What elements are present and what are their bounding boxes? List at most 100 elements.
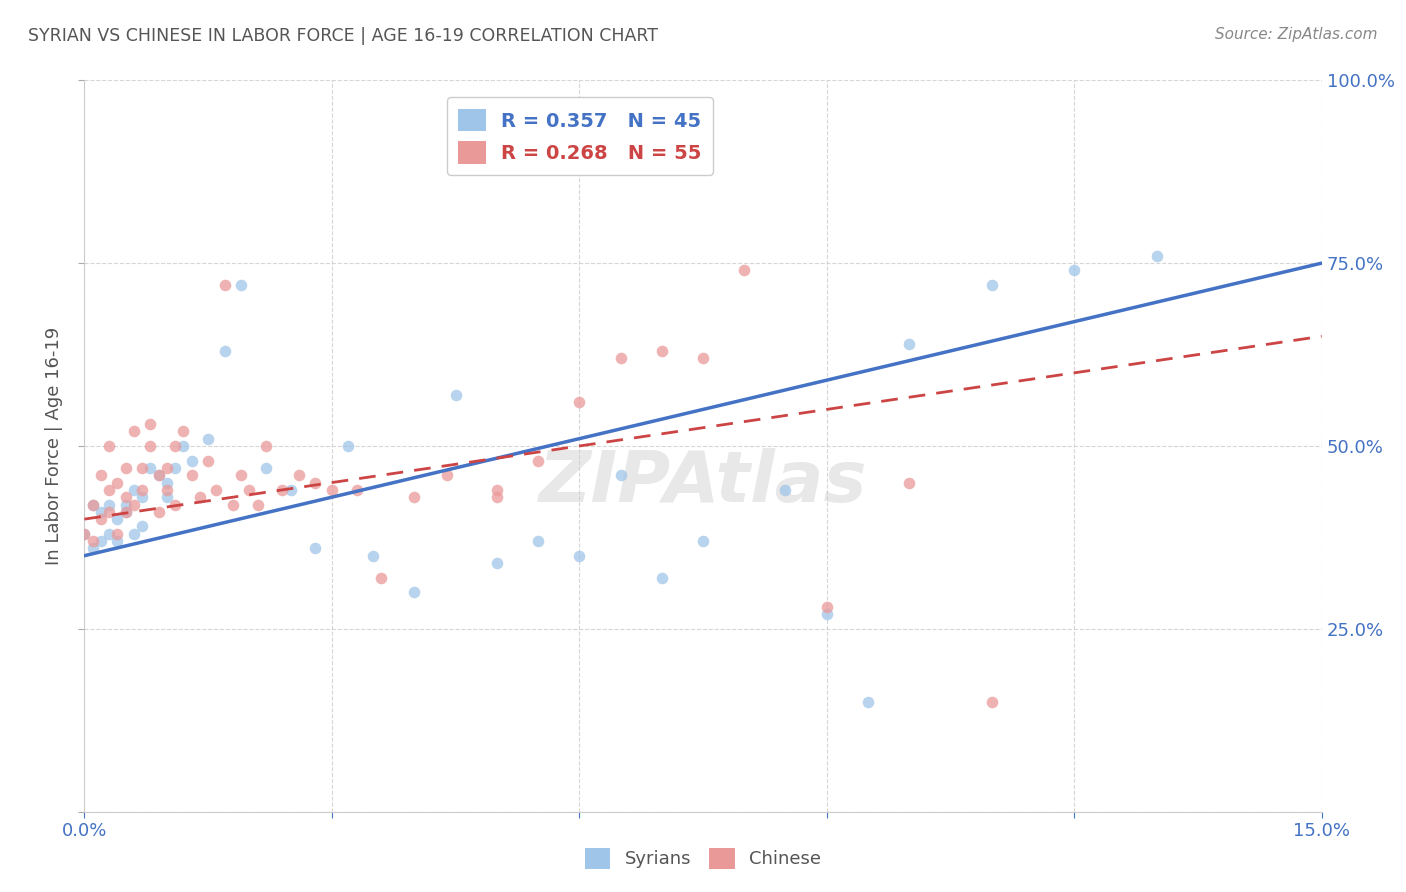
- Point: [114, 505, 136, 519]
- Point: [139, 417, 162, 431]
- Point: [98, 505, 121, 519]
- Point: [609, 468, 631, 483]
- Point: [98, 498, 121, 512]
- Point: [485, 556, 508, 570]
- Text: ZIPAtlas: ZIPAtlas: [538, 448, 868, 517]
- Point: [214, 278, 236, 293]
- Point: [90, 505, 112, 519]
- Point: [404, 490, 426, 504]
- Text: SYRIAN VS CHINESE IN LABOR FORCE | AGE 16-19 CORRELATION CHART: SYRIAN VS CHINESE IN LABOR FORCE | AGE 1…: [28, 27, 658, 45]
- Point: [651, 343, 673, 358]
- Point: [90, 534, 112, 549]
- Point: [254, 439, 277, 453]
- Point: [361, 549, 384, 563]
- Point: [898, 475, 921, 490]
- Point: [238, 483, 260, 497]
- Point: [122, 483, 145, 497]
- Point: [304, 541, 326, 556]
- Point: [485, 483, 508, 497]
- Point: [165, 498, 187, 512]
- Point: [444, 388, 467, 402]
- Point: [148, 468, 170, 483]
- Point: [180, 453, 202, 467]
- Point: [105, 534, 128, 549]
- Point: [775, 483, 797, 497]
- Point: [122, 498, 145, 512]
- Point: [105, 475, 128, 490]
- Point: [197, 453, 219, 467]
- Point: [82, 541, 104, 556]
- Text: Source: ZipAtlas.com: Source: ZipAtlas.com: [1215, 27, 1378, 42]
- Point: [1146, 249, 1168, 263]
- Point: [82, 498, 104, 512]
- Point: [337, 439, 360, 453]
- Point: [165, 461, 187, 475]
- Point: [165, 439, 187, 453]
- Point: [692, 351, 714, 366]
- Point: [156, 490, 179, 504]
- Point: [131, 483, 153, 497]
- Point: [280, 483, 302, 497]
- Point: [131, 519, 153, 533]
- Point: [90, 468, 112, 483]
- Point: [148, 505, 170, 519]
- Point: [692, 534, 714, 549]
- Point: [98, 439, 121, 453]
- Point: [485, 490, 508, 504]
- Point: [436, 468, 458, 483]
- Point: [122, 526, 145, 541]
- Point: [205, 483, 228, 497]
- Point: [114, 490, 136, 504]
- Point: [815, 607, 838, 622]
- Point: [254, 461, 277, 475]
- Point: [229, 278, 252, 293]
- Point: [82, 534, 104, 549]
- Point: [815, 599, 838, 614]
- Point: [271, 483, 294, 497]
- Y-axis label: In Labor Force | Age 16-19: In Labor Force | Age 16-19: [45, 326, 63, 566]
- Point: [222, 498, 245, 512]
- Point: [1063, 263, 1085, 277]
- Point: [172, 439, 194, 453]
- Point: [733, 263, 755, 277]
- Point: [609, 351, 631, 366]
- Point: [898, 336, 921, 351]
- Point: [568, 549, 591, 563]
- Point: [404, 585, 426, 599]
- Point: [114, 498, 136, 512]
- Point: [122, 425, 145, 439]
- Point: [156, 461, 179, 475]
- Point: [156, 475, 179, 490]
- Legend: Syrians, Chinese: Syrians, Chinese: [578, 840, 828, 876]
- Point: [131, 461, 153, 475]
- Point: [131, 490, 153, 504]
- Point: [288, 468, 311, 483]
- Point: [980, 695, 1002, 709]
- Point: [856, 695, 879, 709]
- Point: [73, 526, 96, 541]
- Point: [73, 526, 96, 541]
- Point: [527, 534, 550, 549]
- Point: [188, 490, 211, 504]
- Point: [105, 526, 128, 541]
- Point: [304, 475, 326, 490]
- Point: [98, 526, 121, 541]
- Point: [172, 425, 194, 439]
- Point: [321, 483, 343, 497]
- Point: [105, 512, 128, 526]
- Point: [180, 468, 202, 483]
- Point: [229, 468, 252, 483]
- Point: [214, 343, 236, 358]
- Point: [246, 498, 269, 512]
- Point: [568, 395, 591, 409]
- Point: [98, 483, 121, 497]
- Point: [114, 461, 136, 475]
- Point: [90, 512, 112, 526]
- Point: [82, 498, 104, 512]
- Point: [156, 483, 179, 497]
- Point: [370, 571, 392, 585]
- Point: [651, 571, 673, 585]
- Point: [114, 505, 136, 519]
- Point: [346, 483, 368, 497]
- Point: [148, 468, 170, 483]
